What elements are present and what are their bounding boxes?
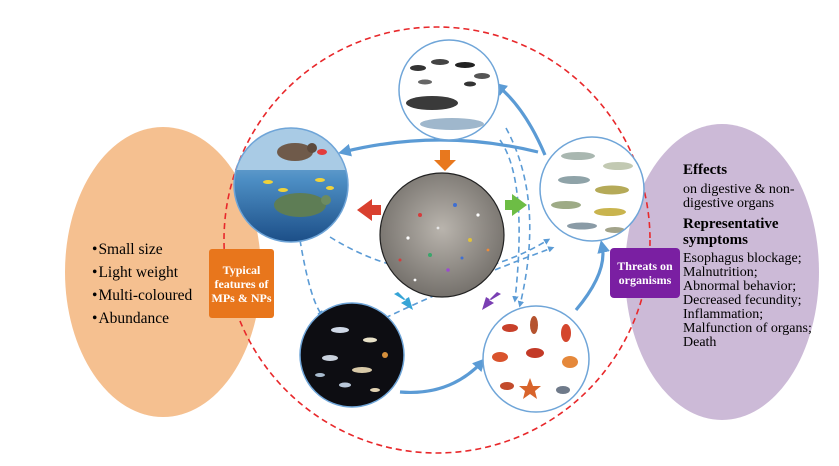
crustaceans-image xyxy=(482,305,590,413)
arrow-down-blue xyxy=(394,292,413,310)
microplastic-sand-image xyxy=(379,172,505,298)
effects-text: on digestive & non-digestive organs xyxy=(683,182,795,211)
marine-mammals-image xyxy=(398,39,500,141)
symptom-item: Decreased fecundity; xyxy=(683,293,802,308)
arrow-down-purple xyxy=(482,292,501,310)
bird-turtle-image xyxy=(233,127,349,243)
symptom-item: Abnormal behavior; xyxy=(683,279,797,294)
effects-heading: Effects xyxy=(683,162,728,178)
symptom-item: Malnutrition; xyxy=(683,265,758,280)
zooplankton-image xyxy=(299,302,405,408)
arrow-right-green xyxy=(505,194,527,216)
feature-item: Light weight xyxy=(92,261,192,284)
feature-item: Abundance xyxy=(92,307,192,330)
features-list: Small size Light weight Multi-coloured A… xyxy=(92,238,192,330)
symptom-item: Inflammation; xyxy=(683,307,764,322)
symptoms-heading: Representative symptoms xyxy=(683,216,779,248)
pelagic-fish-image xyxy=(539,136,645,242)
effects-oval xyxy=(625,124,819,420)
arrow-up-orange xyxy=(434,150,456,171)
feature-item: Small size xyxy=(92,238,192,261)
symptom-item: Malfunction of organs; Death xyxy=(683,321,812,350)
threats-tag: Threats on organisms xyxy=(610,248,680,298)
threats-tag-label: Threats on organisms xyxy=(617,259,673,287)
feature-item: Multi-coloured xyxy=(92,284,192,307)
features-tag-label: Typical features of MPs & NPs xyxy=(211,262,272,305)
food-web-boundary xyxy=(223,26,651,454)
symptom-item: Esophagus blockage; xyxy=(683,251,802,266)
features-tag: Typical features of MPs & NPs xyxy=(209,249,274,318)
direction-arrows xyxy=(357,150,527,310)
effects-panel: Effects on digestive & non-digestive org… xyxy=(683,162,813,350)
arrow-left-red xyxy=(357,199,381,221)
